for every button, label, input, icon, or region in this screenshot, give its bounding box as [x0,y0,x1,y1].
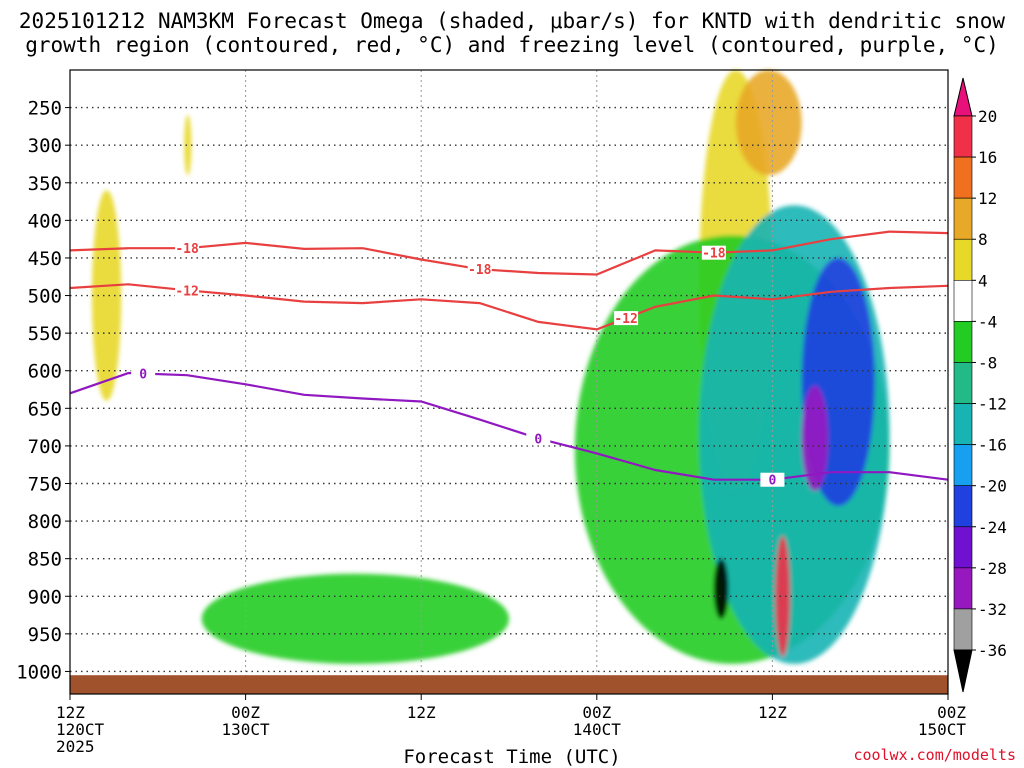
y-tick-label-300: 300 [28,135,62,157]
colorbar-segment-3 [953,238,973,281]
colorbar-segment-10 [953,526,973,569]
colorbar-label-5: -4 [978,312,997,331]
credit-text: coolwx.com/modelts [853,746,1016,764]
y-tick-label-950: 950 [28,624,62,646]
contour-label-bg-0-2 [701,245,726,260]
contour-label-bg-1-1 [614,311,639,326]
contour-label-2-0: 0 [139,368,147,383]
contour-label-0-1: -18 [468,263,492,278]
y-tick-label-550: 550 [28,323,62,345]
x-tick-label-0-0: 12Z [56,703,85,722]
x-tick-label-36-0: 00Z [582,703,611,722]
contour-label-bg-0-0 [175,241,200,256]
y-tick-label-400: 400 [28,210,62,232]
contour-label-1-1: -12 [614,312,637,327]
y-tick-label-850: 850 [28,549,62,571]
omega-region-10 [775,536,790,657]
contour-label-bg-2-2 [760,472,785,487]
plot-frame [69,69,949,695]
ground-band [70,675,948,694]
y-tick-label-250: 250 [28,98,62,120]
colorbar-label-10: -24 [978,518,1007,537]
omega-region-0 [91,190,122,401]
contour-label-bg-2-0 [131,366,156,381]
colorbar-label-1: 16 [978,148,997,167]
colorbar-segment-6 [953,362,973,404]
y-tick-label-500: 500 [28,286,62,308]
contour-label-2-1: 0 [534,432,542,447]
colorbar-segment-0 [953,115,973,158]
isotherms: -18 -18 -18 -12 -12 0 0 0 [69,230,949,489]
omega-region-3 [735,70,802,176]
x-tick-label-12-0: 00Z [231,703,260,722]
colorbar-label-12: -32 [978,600,1007,619]
contour-label-2-2: 0 [768,474,776,489]
colorbar-label-13: -36 [978,641,1007,660]
colorbar-segment-7 [953,403,973,445]
colorbar-label-3: 8 [978,230,988,249]
colorbar-top-arrow [953,77,973,117]
colorbar-segment-4 [953,280,973,322]
y-tick-label-750: 750 [28,473,62,495]
colorbar-segment-8 [953,444,973,486]
y-tick-label-800: 800 [28,511,62,533]
x-tick-label-36-1: 140CT [573,720,622,739]
ground [70,675,948,694]
y-tick-label-700: 700 [28,436,62,458]
colorbar-bottom-arrow [953,649,973,693]
y-tick-label-350: 350 [28,173,62,195]
colorbar-label-4: 4 [978,271,988,290]
colorbar: 20 16 12 8 4 -4 -8 -12 -16 -20 -24 -28 -32 -36 [953,77,1007,693]
colorbar-segment-5 [953,321,973,363]
y-tick-label-1000: 1000 [16,661,62,683]
colorbar-label-9: -20 [978,477,1007,496]
chart-title-line-1: 2025101212 NAM3KM Forecast Omega (shaded… [18,9,1006,33]
colorbar-segment-11 [953,567,973,610]
colorbar-segment-1 [953,156,973,199]
y-tick-label-650: 650 [28,398,62,420]
x-tick-label-60-1: 150CT [918,720,967,739]
colorbar-label-8: -16 [978,436,1007,455]
omega-region-1 [184,115,192,176]
colorbar-label-6: -8 [978,353,997,372]
x-axis-title: Forecast Time (UTC) [403,746,621,768]
contour-label-bg-1-0 [175,283,200,298]
omega-region-9 [713,558,729,619]
colorbar-segment-2 [953,197,973,240]
contour-label-0-2: -18 [702,247,726,262]
colorbar-label-7: -12 [978,395,1007,414]
contour-line-1 [69,283,949,331]
axes: 250 300 350 400 450 500 550 600 650 700 750 800 850 9… [16,69,967,756]
x-tick-label-12-1: 130CT [222,720,271,739]
x-tick-label-0-1: 120CT [56,720,105,739]
colorbar-label-11: -28 [978,559,1007,578]
y-tick-label-900: 900 [28,586,62,608]
contour-line-2 [69,371,949,481]
colorbar-label-2: 12 [978,189,997,208]
omega-region-8 [801,385,829,492]
y-tick-label-450: 450 [28,248,62,270]
x-tick-label-48-0: 12Z [758,703,787,722]
x-tick-label-60-0: 00Z [937,703,966,722]
chart-title-line-2: growth region (contoured, red, °C) and f… [25,33,999,57]
contour-label-bg-2-1 [526,431,551,446]
omega-region-5 [201,573,509,664]
colorbar-segment-9 [953,485,973,528]
omega-shading [91,69,890,664]
colorbar-segment-12 [953,608,973,651]
contour-line-0 [69,230,949,276]
colorbar-label-0: 20 [978,107,997,126]
contour-label-bg-0-1 [467,262,492,277]
contour-label-0-0: -18 [175,242,199,257]
x-tick-label-24-0: 12Z [407,703,436,722]
y-tick-label-600: 600 [28,361,62,383]
contour-label-1-0: -12 [175,284,198,299]
x-tick-label-0-2: 2025 [56,737,95,756]
